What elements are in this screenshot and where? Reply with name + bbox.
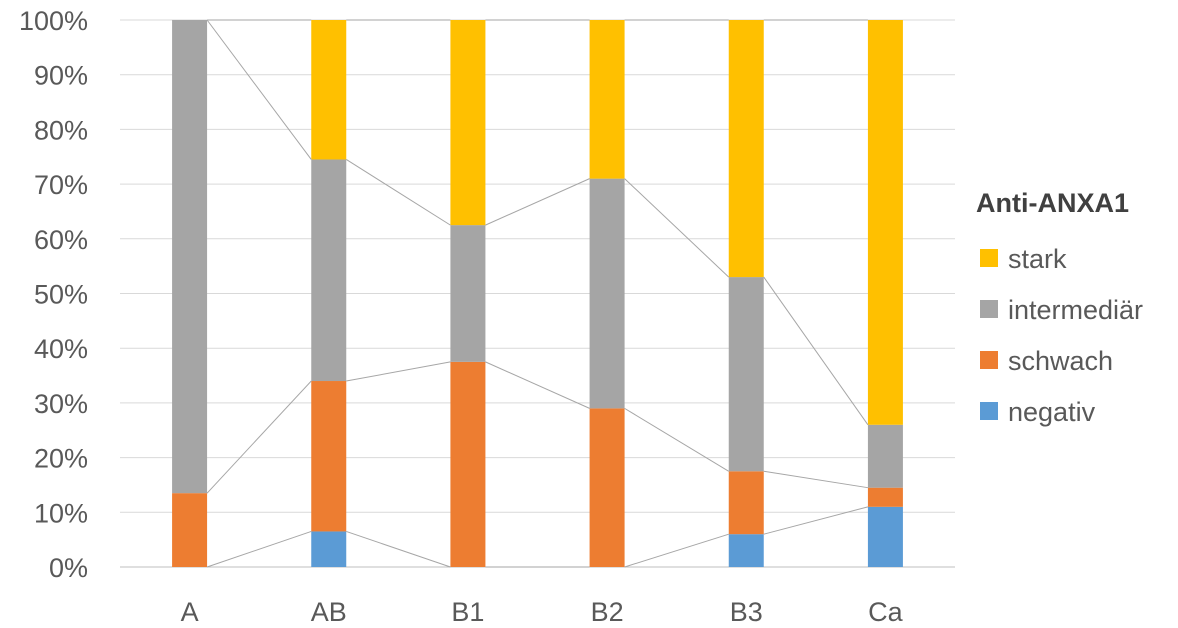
series-line [763,470,868,489]
bar-segment-schwach [728,471,764,535]
x-tick-label: AB [311,597,347,627]
legend-label-stark: stark [1008,244,1067,274]
legend-label-negativ: negativ [1008,397,1096,427]
series-line [345,159,451,226]
series-lines [206,19,869,568]
legend-swatch-intermediär [980,300,998,318]
y-tick-label: 70% [34,170,88,200]
bar-segment-schwach [867,487,903,507]
bar-segment-schwach [589,408,625,567]
series-line [624,533,729,568]
series-line [485,178,590,226]
series-line [763,506,869,535]
y-tick-label: 40% [34,334,88,364]
bar-segment-stark [450,20,486,226]
x-tick-label: B3 [730,597,763,627]
legend-title: Anti-ANXA1 [976,188,1129,218]
bars [172,20,903,567]
series-line [206,19,312,160]
series-line [346,361,451,382]
bar-segment-stark [589,20,625,179]
series-line [624,178,730,278]
bar-segment-intermediär [311,159,347,382]
y-tick-label: 50% [34,280,88,310]
legend: Anti-ANXA1 stark intermediär schwach negati… [976,188,1143,427]
x-tick-label: Ca [868,597,903,627]
bar-segment-stark [867,20,903,425]
series-line [624,407,730,472]
legend-swatch-schwach [980,351,998,369]
gridlines [120,19,955,568]
legend-label-intermediär: intermediär [1008,295,1143,325]
y-tick-label: 20% [34,444,88,474]
y-tick-label: 80% [34,115,88,145]
bar-segment-intermediär [867,424,903,488]
bar-segment-negativ [311,531,347,567]
series-line [346,530,451,568]
bar-segment-stark [311,20,347,160]
y-axis-ticks: 0% 10% 20% 30% 40% 50% 60% 70% 80% 90% 100% [19,6,88,583]
bar-segment-stark [728,20,764,278]
bar-segment-negativ [728,534,764,567]
bar-segment-intermediär [450,225,486,362]
series-line [485,361,590,409]
y-tick-label: 90% [34,61,88,91]
series-line [206,530,312,568]
legend-label-schwach: schwach [1008,346,1113,376]
legend-swatch-negativ [980,402,998,420]
x-tick-label: B2 [591,597,624,627]
y-tick-label: 0% [49,553,88,583]
bar-segment-schwach [311,381,347,532]
x-axis-ticks: A AB B1 B2 B3 Ca [181,597,904,627]
bar-segment-schwach [172,493,208,567]
bar-segment-intermediär [728,277,764,472]
series-line [763,276,869,426]
y-tick-label: 60% [34,225,88,255]
x-tick-label: A [181,597,199,627]
series-line [206,380,312,494]
bar-segment-negativ [867,506,903,567]
bar-segment-schwach [450,361,486,567]
y-tick-label: 100% [19,6,88,36]
legend-swatch-stark [980,249,998,267]
y-tick-label: 10% [34,498,88,528]
x-tick-label: B1 [451,597,484,627]
bar-segment-intermediär [589,178,625,409]
bar-segment-intermediär [172,20,208,494]
y-tick-label: 30% [34,389,88,419]
